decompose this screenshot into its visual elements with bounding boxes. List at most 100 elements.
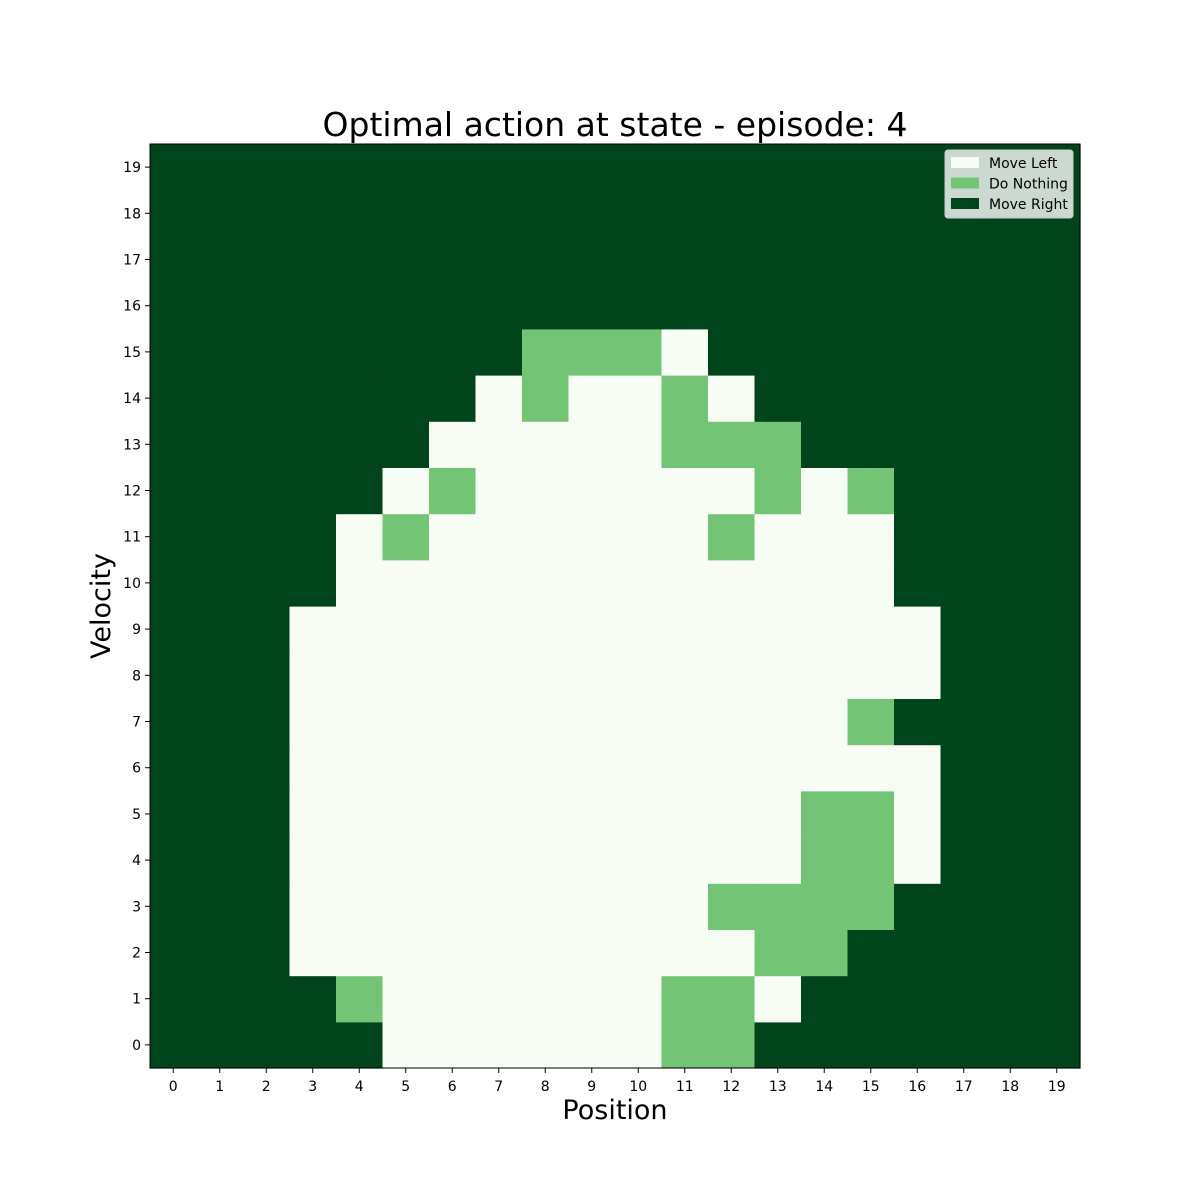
heatmap-cell [150,236,198,284]
x-tick-label: 0 [169,1079,178,1095]
heatmap-cell [754,606,802,653]
heatmap-cell [475,328,523,376]
heatmap-cell [987,790,1035,838]
x-tick-label: 7 [494,1079,503,1095]
heatmap-cell [429,375,477,422]
heatmap-cell [754,837,802,884]
heatmap-cell [475,1021,523,1069]
heatmap-cell [522,837,570,884]
heatmap-cell [289,606,337,653]
heatmap-cell [196,1021,244,1069]
heatmap-cell [801,144,849,191]
heatmap-cell [801,790,849,838]
heatmap-cell [847,1021,895,1069]
heatmap-cell [475,421,523,468]
heatmap-cell [429,328,477,376]
heatmap-cell [382,698,430,746]
heatmap-cell [196,421,244,468]
heatmap-cell [615,421,663,468]
heatmap-cell [243,144,291,191]
heatmap-cell [196,744,244,792]
heatmap-cell [801,190,849,237]
heatmap-cell [475,375,523,422]
heatmap-cell [243,929,291,977]
heatmap-cell [894,375,942,422]
heatmap-cell [289,883,337,930]
x-tick-label: 9 [587,1079,596,1095]
heatmap-cell [522,790,570,838]
heatmap-cell [150,1021,198,1069]
heatmap-cell [522,282,570,330]
heatmap-cell [243,744,291,792]
heatmap-cell [336,467,384,515]
heatmap-cell [1033,698,1081,746]
heatmap-cell [522,190,570,237]
heatmap-cell [940,929,988,977]
heatmap-cell [987,328,1035,376]
heatmap-cell [568,513,616,561]
heatmap-cell [243,883,291,930]
heatmap-cell [1033,513,1081,561]
heatmap-cell [1033,883,1081,930]
heatmap-cell [987,652,1035,699]
heatmap-cell [150,467,198,515]
heatmap-cell [987,421,1035,468]
heatmap-cell [661,328,709,376]
heatmap-cell [894,744,942,792]
heatmap-cell [615,282,663,330]
heatmap-cell [987,559,1035,607]
heatmap-cell [429,606,477,653]
heatmap-cell [894,282,942,330]
heatmap-cell [661,975,709,1023]
heatmap-cell [754,652,802,699]
heatmap-cell [661,190,709,237]
heatmap-cell [568,929,616,977]
heatmap-cell [940,559,988,607]
heatmap-cell [522,975,570,1023]
heatmap-cell [475,190,523,237]
heatmap-cell [336,837,384,884]
x-tick-label: 10 [629,1079,647,1095]
heatmap-cells [150,144,1081,1069]
heatmap-cell [196,282,244,330]
legend-swatch [951,198,979,209]
heatmap-cell [754,190,802,237]
heatmap-cell [708,144,756,191]
heatmap-cell [708,606,756,653]
heatmap-cell [847,744,895,792]
x-tick-label: 3 [308,1079,317,1095]
heatmap-cell [894,1021,942,1069]
legend-label: Move Left [989,156,1058,172]
heatmap-cell [150,190,198,237]
heatmap-cell [894,652,942,699]
heatmap-cell [801,652,849,699]
heatmap-cell [243,698,291,746]
heatmap-cell [615,375,663,422]
heatmap-cell [1033,282,1081,330]
y-tick-label: 9 [132,622,141,638]
heatmap-cell [289,421,337,468]
heatmap-cell [940,652,988,699]
heatmap-cell [568,744,616,792]
heatmap-cell [894,790,942,838]
heatmap-cell [429,513,477,561]
heatmap-cell [847,467,895,515]
heatmap-cell [661,559,709,607]
x-tick-label: 14 [815,1079,833,1095]
heatmap-cell [847,790,895,838]
heatmap-cell [940,606,988,653]
heatmap-cell [289,282,337,330]
heatmap-cell [661,144,709,191]
y-tick-label: 16 [123,299,141,315]
heatmap-cell [847,375,895,422]
heatmap-cell [522,467,570,515]
heatmap-cell [243,975,291,1023]
heatmap-cell [336,790,384,838]
heatmap-cell [847,698,895,746]
heatmap-cell [522,144,570,191]
heatmap-cell [150,282,198,330]
heatmap-cell [1033,1021,1081,1069]
heatmap-cell [336,375,384,422]
heatmap-cell [754,375,802,422]
heatmap-cell [196,883,244,930]
